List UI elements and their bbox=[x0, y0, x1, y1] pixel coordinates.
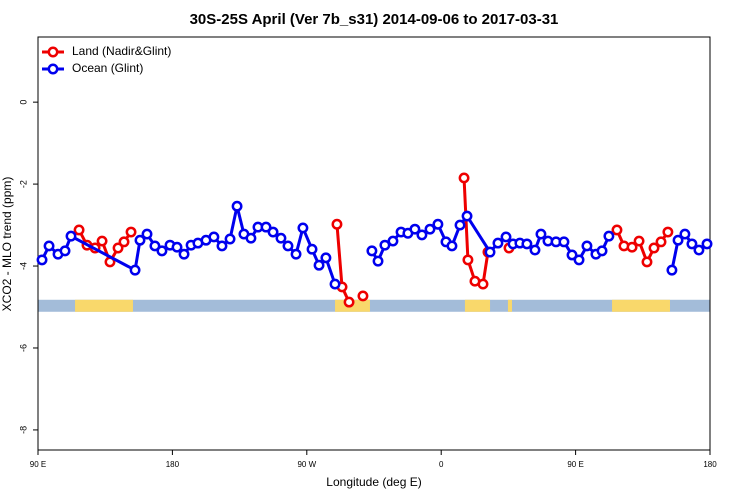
data-point bbox=[313, 259, 325, 271]
x-tick-label: 90 E bbox=[567, 460, 583, 469]
data-point bbox=[535, 228, 547, 240]
x-tick-label: 90 E bbox=[30, 460, 46, 469]
y-tick-label: -8 bbox=[18, 426, 28, 434]
data-point bbox=[171, 241, 183, 253]
data-point bbox=[648, 242, 660, 254]
data-point bbox=[458, 172, 470, 184]
data-point bbox=[387, 235, 399, 247]
data-point bbox=[59, 245, 71, 257]
data-point bbox=[596, 245, 608, 257]
data-point bbox=[134, 234, 146, 246]
data-point bbox=[641, 256, 653, 268]
data-point bbox=[666, 264, 678, 276]
data-point bbox=[679, 228, 691, 240]
data-point bbox=[500, 231, 512, 243]
data-point bbox=[320, 252, 332, 264]
data-point bbox=[125, 226, 137, 238]
data-point bbox=[178, 248, 190, 260]
land-segment bbox=[464, 299, 491, 312]
land-segment bbox=[612, 299, 670, 312]
data-point bbox=[446, 240, 458, 252]
data-point bbox=[231, 200, 243, 212]
data-point bbox=[297, 222, 309, 234]
data-point bbox=[290, 248, 302, 260]
data-point bbox=[416, 229, 428, 241]
data-point bbox=[573, 254, 585, 266]
data-point bbox=[521, 238, 533, 250]
data-point bbox=[36, 254, 48, 266]
legend-marker bbox=[47, 63, 59, 75]
data-point bbox=[701, 238, 713, 250]
data-point bbox=[65, 230, 77, 242]
data-point bbox=[461, 210, 473, 222]
data-point bbox=[686, 238, 698, 250]
ocean-bar bbox=[38, 299, 710, 312]
data-point bbox=[484, 246, 496, 258]
data-point bbox=[693, 244, 705, 256]
legend-marker bbox=[47, 46, 59, 58]
data-point bbox=[655, 236, 667, 248]
chart-title: 30S-25S April (Ver 7b_s31) 2014-09-06 to… bbox=[190, 11, 559, 28]
data-point bbox=[366, 245, 378, 257]
data-point bbox=[603, 230, 615, 242]
data-point bbox=[224, 233, 236, 245]
y-tick-label: 0 bbox=[18, 100, 28, 105]
x-tick-label: 90 W bbox=[297, 460, 316, 469]
data-point bbox=[529, 244, 541, 256]
data-point bbox=[566, 249, 578, 261]
data-point bbox=[260, 221, 272, 233]
data-point bbox=[245, 232, 257, 244]
y-tick-label: -4 bbox=[18, 262, 28, 270]
data-point bbox=[112, 242, 124, 254]
data-point bbox=[477, 278, 489, 290]
data-point bbox=[581, 240, 593, 252]
legend-label: Ocean (Glint) bbox=[72, 61, 143, 75]
data-point bbox=[672, 234, 684, 246]
y-tick-label: -2 bbox=[18, 180, 28, 188]
y-axis-label: XCO2 - MLO trend (ppm) bbox=[0, 177, 14, 312]
x-axis-label: Longitude (deg E) bbox=[326, 475, 421, 489]
data-point bbox=[409, 223, 421, 235]
data-point bbox=[216, 240, 228, 252]
data-point bbox=[633, 235, 645, 247]
data-point bbox=[357, 290, 369, 302]
data-point bbox=[129, 264, 141, 276]
data-point bbox=[558, 236, 570, 248]
data-point bbox=[329, 278, 341, 290]
land-segment bbox=[507, 299, 512, 312]
data-point bbox=[462, 254, 474, 266]
data-point bbox=[156, 245, 168, 257]
data-point bbox=[267, 226, 279, 238]
data-point bbox=[275, 232, 287, 244]
data-point bbox=[141, 228, 153, 240]
data-point bbox=[432, 218, 444, 230]
data-point bbox=[372, 255, 384, 267]
land-segment bbox=[75, 299, 133, 312]
x-tick-label: 0 bbox=[439, 460, 444, 469]
data-point bbox=[73, 224, 85, 236]
data-point bbox=[118, 236, 130, 248]
data-point bbox=[208, 231, 220, 243]
y-tick-label: -6 bbox=[18, 344, 28, 352]
data-point bbox=[611, 224, 623, 236]
data-point bbox=[96, 235, 108, 247]
data-point bbox=[331, 218, 343, 230]
x-tick-label: 180 bbox=[166, 460, 180, 469]
data-point bbox=[43, 240, 55, 252]
data-point bbox=[662, 226, 674, 238]
legend-label: Land (Nadir&Glint) bbox=[72, 44, 171, 58]
data-point bbox=[492, 237, 504, 249]
data-point bbox=[454, 219, 466, 231]
x-tick-label: 180 bbox=[703, 460, 717, 469]
data-point bbox=[306, 243, 318, 255]
data-point bbox=[343, 296, 355, 308]
data-point bbox=[282, 240, 294, 252]
data-point bbox=[149, 240, 161, 252]
data-point bbox=[424, 223, 436, 235]
data-point bbox=[379, 239, 391, 251]
data-point bbox=[626, 241, 638, 253]
